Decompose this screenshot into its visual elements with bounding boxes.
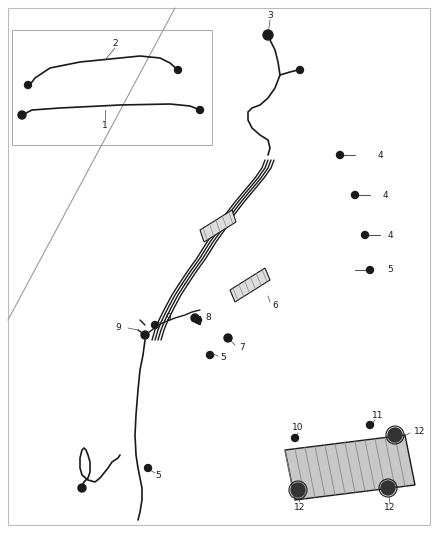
Circle shape bbox=[224, 334, 232, 342]
Polygon shape bbox=[285, 435, 415, 500]
Circle shape bbox=[78, 484, 86, 492]
Text: 8: 8 bbox=[205, 313, 211, 322]
Text: 9: 9 bbox=[165, 313, 171, 322]
Text: 12: 12 bbox=[294, 503, 306, 512]
Circle shape bbox=[197, 107, 204, 114]
Circle shape bbox=[367, 266, 374, 273]
Text: 1: 1 bbox=[102, 120, 108, 130]
Text: 4: 4 bbox=[377, 150, 383, 159]
Circle shape bbox=[292, 434, 299, 441]
Text: 3: 3 bbox=[267, 12, 273, 20]
Circle shape bbox=[191, 314, 199, 322]
Circle shape bbox=[388, 428, 402, 442]
Text: 5: 5 bbox=[387, 265, 393, 274]
Circle shape bbox=[336, 151, 343, 158]
Circle shape bbox=[25, 82, 32, 88]
Text: 5: 5 bbox=[155, 472, 161, 481]
Circle shape bbox=[352, 191, 358, 198]
Text: 9: 9 bbox=[115, 324, 121, 333]
Circle shape bbox=[194, 317, 201, 324]
Circle shape bbox=[174, 67, 181, 74]
Text: 5: 5 bbox=[220, 353, 226, 362]
Text: 6: 6 bbox=[272, 301, 278, 310]
Text: 7: 7 bbox=[239, 343, 245, 352]
Circle shape bbox=[18, 111, 26, 119]
Circle shape bbox=[141, 331, 149, 339]
Circle shape bbox=[291, 483, 305, 497]
Circle shape bbox=[206, 351, 213, 359]
Text: 10: 10 bbox=[292, 424, 304, 432]
Text: 2: 2 bbox=[112, 38, 118, 47]
Circle shape bbox=[152, 321, 159, 328]
Circle shape bbox=[381, 481, 395, 495]
Circle shape bbox=[367, 422, 374, 429]
Text: 4: 4 bbox=[382, 190, 388, 199]
Text: 12: 12 bbox=[384, 504, 396, 513]
Circle shape bbox=[297, 67, 304, 74]
Circle shape bbox=[361, 231, 368, 238]
Text: 12: 12 bbox=[414, 427, 426, 437]
Circle shape bbox=[263, 30, 273, 40]
Polygon shape bbox=[230, 268, 270, 302]
Text: 4: 4 bbox=[387, 230, 393, 239]
Bar bbox=[12, 30, 212, 145]
Circle shape bbox=[145, 464, 152, 472]
Text: 11: 11 bbox=[372, 410, 384, 419]
Polygon shape bbox=[200, 210, 236, 242]
